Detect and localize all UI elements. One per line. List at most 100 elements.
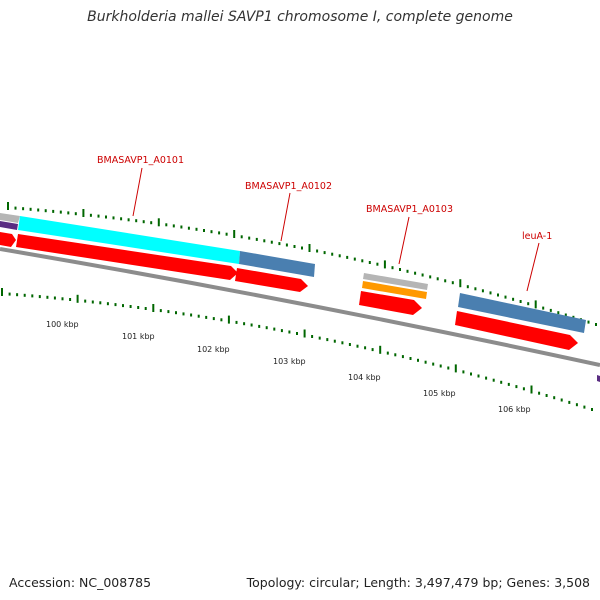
inner-ring-minor-tick — [159, 309, 162, 313]
outer-ring-minor-tick — [489, 291, 492, 295]
outer-ring-minor-tick — [527, 302, 530, 306]
inner-ring-major-tick — [227, 315, 230, 324]
feature-purple-right[interactable] — [597, 375, 600, 382]
outer-ring-major-tick — [383, 260, 386, 269]
outer-ring-minor-tick — [595, 323, 597, 326]
inner-ring-minor-tick — [38, 295, 41, 299]
inner-ring-minor-tick — [106, 302, 109, 306]
inner-ring-minor-tick — [439, 364, 442, 368]
inner-ring-minor-tick — [432, 362, 435, 366]
inner-ring-minor-tick — [205, 315, 208, 319]
feature-bmasavp1-a0103[interactable] — [362, 281, 427, 299]
inner-ring-minor-tick — [273, 327, 276, 331]
outer-ring-minor-tick — [210, 230, 213, 234]
inner-ring-minor-tick — [175, 311, 177, 315]
outer-ring-minor-tick — [466, 285, 469, 289]
outer-ring-minor-tick — [248, 236, 251, 240]
inner-ring-minor-tick — [507, 382, 510, 386]
inner-ring-minor-tick — [409, 357, 412, 360]
outer-ring-minor-tick — [37, 208, 40, 212]
outer-ring-minor-tick — [52, 209, 55, 213]
outer-ring-minor-tick — [278, 242, 281, 246]
outer-ring-minor-tick — [127, 218, 130, 222]
outer-ring-minor-tick — [361, 259, 364, 263]
outer-ring-minor-tick — [165, 223, 168, 227]
gene-label-a0102[interactable]: BMASAVP1_A0102 — [245, 181, 332, 192]
feature-gray-a0103[interactable] — [363, 273, 428, 290]
inner-ring-minor-tick — [280, 329, 283, 333]
outer-ring-minor-tick — [414, 271, 417, 275]
outer-ring-minor-tick — [135, 219, 138, 223]
gene-label-a0103[interactable]: BMASAVP1_A0103 — [366, 204, 453, 215]
cds-arrow-a0103[interactable] — [359, 291, 422, 315]
inner-ring-minor-tick — [258, 324, 261, 328]
outer-ring-minor-tick — [451, 281, 454, 285]
inner-ring-minor-tick — [553, 396, 556, 400]
feature-gray-left[interactable] — [0, 213, 20, 223]
inner-ring-minor-tick — [364, 346, 367, 350]
gene-labels: BMASAVP1_A0101 BMASAVP1_A0102 BMASAVP1_A… — [97, 155, 552, 292]
inner-ring-minor-tick — [167, 310, 170, 314]
inner-ring-minor-tick — [356, 344, 359, 348]
outer-ring-minor-tick — [542, 306, 545, 310]
genome-summary-text: Topology: circular; Length: 3,497,479 bp… — [246, 575, 590, 590]
outer-ring-minor-tick — [564, 313, 567, 317]
feature-purple-left[interactable] — [0, 221, 18, 230]
outer-ring-major-tick — [7, 202, 9, 210]
outer-ring-minor-tick — [218, 231, 221, 235]
inner-ring-minor-tick — [477, 374, 480, 378]
inner-ring-minor-tick — [386, 351, 389, 355]
inner-ring-minor-tick — [462, 370, 465, 374]
map-title: Burkholderia mallei SAVP1 chromosome I, … — [87, 9, 513, 25]
inner-ring-minor-tick — [122, 304, 124, 308]
feature-leua-1[interactable] — [458, 293, 586, 333]
gene-label-leua-1[interactable]: leuA-1 — [522, 231, 552, 242]
outer-ring-minor-tick — [519, 300, 522, 303]
cds-arrow-left-edge[interactable] — [0, 232, 16, 247]
outer-ring-minor-tick — [587, 320, 590, 324]
outer-ring-minor-tick — [285, 243, 288, 247]
outer-ring-minor-tick — [203, 229, 205, 232]
outer-ring-minor-tick — [120, 217, 123, 221]
outer-ring-major-tick — [157, 218, 160, 227]
inner-ring-minor-tick — [265, 326, 268, 330]
feature-bmasavp1-a0102[interactable] — [239, 251, 315, 277]
outer-ring-minor-tick — [512, 297, 515, 301]
inner-ring-minor-tick — [401, 355, 404, 359]
inner-ring-minor-tick — [424, 360, 427, 364]
inner-ring-major-tick — [454, 364, 457, 373]
inner-ring-major-tick — [76, 294, 79, 303]
inner-ring-minor-tick — [16, 293, 19, 297]
inner-ring-minor-tick — [591, 408, 593, 411]
inner-ring-major-tick — [379, 345, 382, 354]
cds-arrow-a0102[interactable] — [235, 268, 308, 292]
cds-arrow-leua-1[interactable] — [455, 311, 578, 350]
scale-label-100: 100 kbp — [46, 320, 79, 329]
inner-ring-minor-tick — [538, 391, 541, 395]
outer-ring-minor-tick — [376, 262, 379, 266]
cds-arrow-a0101[interactable] — [16, 234, 238, 280]
genome-backbone — [0, 247, 600, 367]
inner-ring-major-tick — [303, 329, 306, 338]
inner-ring-minor-tick — [182, 312, 185, 316]
outer-ring-minor-tick — [67, 211, 70, 215]
outer-ring-minor-tick — [572, 315, 575, 319]
inner-ring-minor-tick — [560, 398, 563, 402]
inner-ring-minor-tick — [114, 303, 117, 307]
feature-bmasavp1-a0101[interactable] — [18, 216, 240, 264]
outer-ring-minor-tick — [14, 206, 17, 210]
inner-ring-minor-tick — [190, 313, 193, 317]
inner-ring-minor-tick — [243, 322, 246, 326]
inner-ring-minor-tick — [197, 314, 200, 318]
outer-ring-minor-tick — [406, 269, 409, 273]
outer-ring-minor-tick — [504, 295, 507, 299]
gene-label-a0101[interactable]: BMASAVP1_A0101 — [97, 155, 184, 166]
inner-ring-minor-tick — [318, 336, 321, 340]
outer-ring-minor-tick — [497, 293, 499, 297]
leader-line-a0101 — [132, 167, 143, 217]
inner-ring-minor-tick — [137, 306, 140, 309]
outer-ring-minor-tick — [187, 226, 190, 230]
outer-ring-minor-tick — [240, 235, 243, 239]
outer-ring-minor-tick — [421, 273, 424, 277]
